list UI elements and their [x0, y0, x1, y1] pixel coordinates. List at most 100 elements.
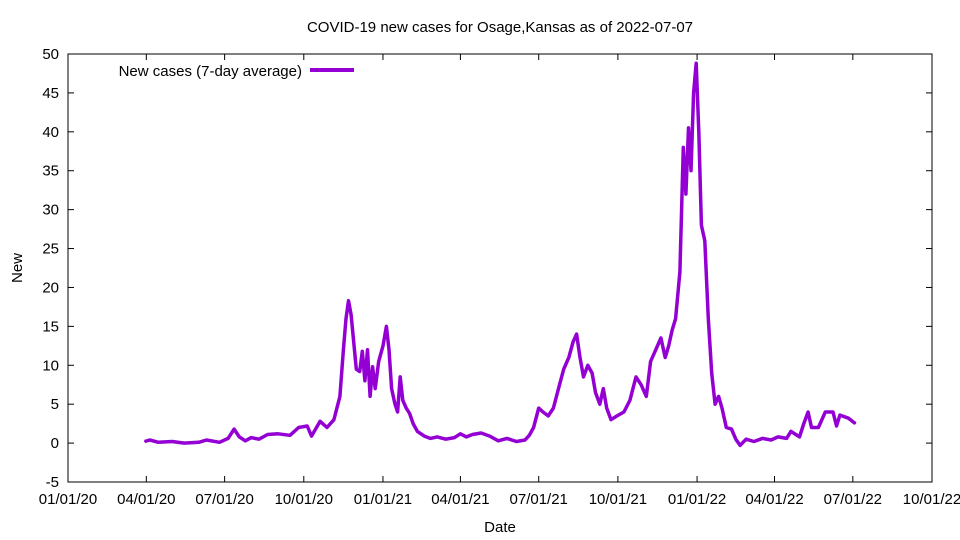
data-point	[390, 388, 393, 390]
y-tick-label: -5	[46, 474, 59, 491]
data-point	[745, 438, 747, 440]
data-point	[714, 403, 716, 405]
data-point	[817, 426, 820, 429]
data-point	[690, 170, 692, 172]
data-point	[721, 407, 723, 409]
data-point	[506, 437, 508, 440]
data-point	[854, 423, 857, 425]
y-tick-label: 20	[42, 279, 59, 296]
data-point	[847, 417, 850, 419]
data-point	[557, 388, 560, 390]
legend-label: New cases (7-day average)	[119, 63, 302, 80]
data-point	[378, 360, 380, 362]
data-point	[157, 441, 159, 443]
data-point	[685, 193, 687, 195]
data-point	[355, 368, 357, 370]
data-point	[361, 350, 363, 352]
data-point	[342, 349, 344, 351]
data-point	[267, 433, 269, 436]
data-point	[629, 399, 631, 401]
data-point	[364, 380, 366, 382]
data-point	[453, 437, 455, 439]
data-point	[711, 372, 713, 374]
data-point	[339, 395, 341, 397]
data-point	[616, 415, 618, 417]
data-point	[700, 224, 702, 226]
data-point	[289, 434, 291, 436]
data-point	[388, 349, 390, 351]
data-point	[687, 127, 690, 129]
data-point	[594, 391, 597, 394]
data-point	[497, 440, 499, 442]
data-point	[599, 403, 601, 405]
data-point	[538, 407, 540, 409]
data-point	[572, 341, 574, 343]
plot-frame	[67, 53, 933, 483]
x-tick-label: 01/01/20	[39, 491, 97, 508]
series-line-0	[144, 61, 857, 448]
data-point	[409, 412, 411, 415]
data-point	[717, 395, 720, 397]
data-point	[635, 376, 637, 378]
data-point	[777, 436, 779, 438]
data-point	[372, 366, 374, 368]
axis-ticks: -5 0 5 10 15 20 25 30 35 40 45 50 01/01/20 04/01/20 07…	[39, 46, 960, 508]
data-point	[610, 419, 612, 421]
data-point	[839, 414, 841, 416]
x-tick-label: 04/01/22	[745, 491, 803, 508]
y-tick-label: 30	[42, 202, 59, 219]
data-point	[412, 423, 414, 425]
data-point	[345, 317, 347, 320]
data-point	[353, 341, 355, 343]
y-tick-label: 50	[42, 46, 59, 63]
data-point	[640, 384, 642, 386]
data-point	[489, 435, 491, 437]
data-point	[374, 388, 376, 390]
x-tick-label: 07/01/21	[510, 491, 568, 508]
data-point	[587, 364, 589, 366]
data-point	[227, 437, 229, 440]
data-point	[735, 438, 737, 440]
data-point	[298, 426, 300, 429]
data-point	[668, 345, 670, 347]
data-point	[423, 435, 425, 437]
data-point	[429, 437, 431, 440]
data-point	[547, 415, 549, 417]
data-point	[655, 349, 657, 351]
data-point	[471, 433, 474, 436]
data-point	[707, 317, 709, 320]
data-point	[366, 349, 369, 351]
data-point	[459, 433, 462, 435]
data-point	[664, 356, 666, 359]
x-tick-label: 07/01/20	[195, 491, 253, 508]
y-axis-label: New	[9, 253, 26, 283]
data-point	[445, 438, 447, 440]
data-point	[528, 434, 530, 436]
data-point	[739, 444, 741, 447]
data-point	[674, 317, 677, 320]
data-point	[671, 329, 673, 331]
data-point	[524, 439, 526, 441]
data-point	[568, 356, 570, 359]
x-tick-label: 10/01/20	[275, 491, 333, 508]
data-point	[649, 360, 652, 362]
data-point	[218, 441, 221, 443]
data-point	[480, 432, 482, 434]
y-tick-label: 45	[42, 85, 59, 102]
data-point	[606, 407, 608, 409]
x-tick-label: 04/01/21	[431, 491, 489, 508]
data-point	[405, 407, 407, 409]
data-point	[233, 428, 235, 430]
data-point	[310, 435, 313, 437]
data-point	[402, 399, 404, 401]
data-point	[810, 426, 813, 429]
data-point	[416, 430, 418, 433]
data-point	[149, 439, 151, 441]
data-point	[396, 411, 399, 413]
data-point	[399, 376, 401, 378]
data-point	[369, 395, 371, 397]
data-point	[679, 271, 681, 273]
data-point	[258, 438, 260, 440]
y-tick-label: 5	[51, 396, 59, 413]
data-point	[579, 356, 581, 359]
